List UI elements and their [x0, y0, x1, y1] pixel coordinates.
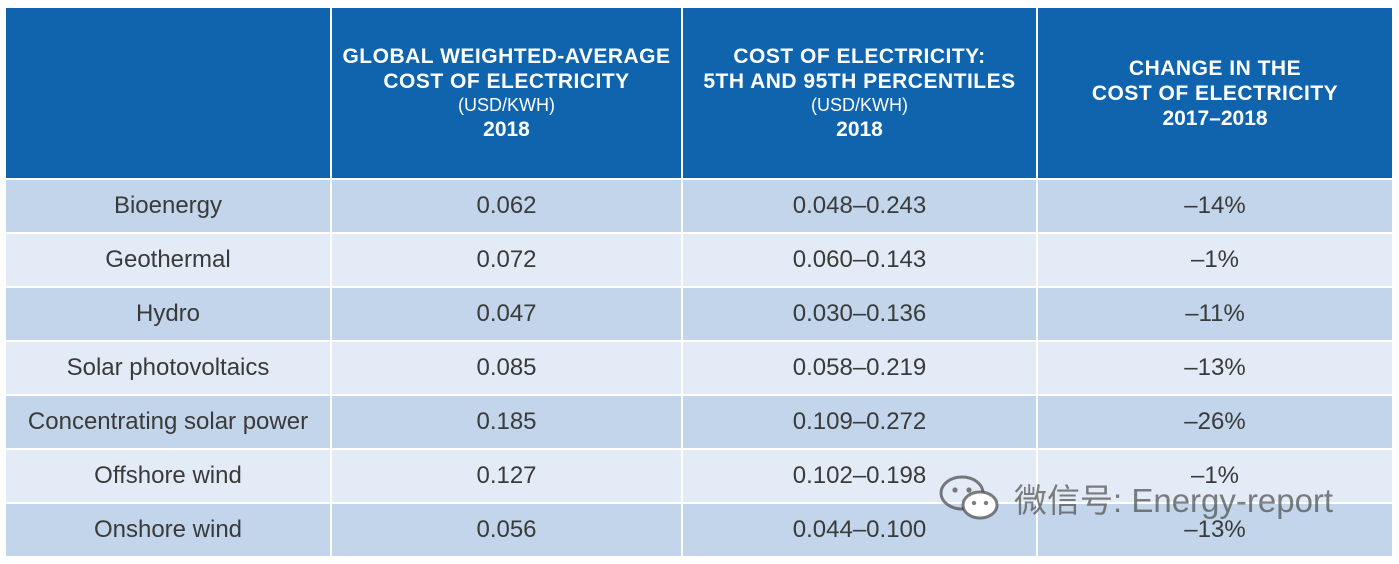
header-line: COST OF ELECTRICITY [383, 70, 630, 93]
header-unit: (USD/KWH) [811, 95, 908, 115]
cell-change: –13% [1038, 504, 1392, 558]
header-percentiles: COST OF ELECTRICITY: 5TH AND 95TH PERCEN… [683, 8, 1038, 180]
cell-technology: Onshore wind [6, 504, 332, 558]
watermark-text: 微信号: Energy-report [1014, 482, 1334, 519]
header-line: 5TH AND 95TH PERCENTILES [703, 70, 1016, 93]
header-line: COST OF ELECTRICITY: [733, 45, 986, 68]
cell-technology: Hydro [6, 288, 332, 342]
cell-change: –26% [1038, 396, 1392, 450]
cell-technology: Geothermal [6, 234, 332, 288]
cell-change: –13% [1038, 342, 1392, 396]
header-line: COST OF ELECTRICITY [1091, 81, 1339, 105]
header-empty [6, 8, 332, 180]
cell-percentile-range: 0.109–0.272 [683, 396, 1038, 450]
header-line: CHANGE IN THE [1128, 56, 1302, 80]
cell-weighted-average: 0.185 [332, 396, 683, 450]
header-unit: (USD/KWH) [458, 95, 555, 115]
cell-percentile-range: 0.058–0.219 [683, 342, 1038, 396]
cell-weighted-average: 0.085 [332, 342, 683, 396]
header-weighted-average: GLOBAL WEIGHTED-AVERAGE COST OF ELECTRIC… [332, 8, 683, 180]
cell-technology: Concentrating solar power [6, 396, 332, 450]
cell-technology: Bioenergy [6, 180, 332, 234]
cell-change: –1% [1038, 450, 1392, 504]
cell-weighted-average: 0.056 [332, 504, 683, 558]
cell-weighted-average: 0.072 [332, 234, 683, 288]
cell-change: –11% [1038, 288, 1392, 342]
cell-weighted-average: 0.047 [332, 288, 683, 342]
cell-change: –14% [1038, 180, 1392, 234]
header-year: 2017–2018 [1162, 106, 1268, 130]
cell-weighted-average: 0.127 [332, 450, 683, 504]
cell-technology: Offshore wind [6, 450, 332, 504]
cell-weighted-average: 0.062 [332, 180, 683, 234]
header-line: GLOBAL WEIGHTED-AVERAGE [342, 45, 671, 68]
header-year: 2018 [483, 118, 530, 141]
cell-percentile-range: 0.030–0.136 [683, 288, 1038, 342]
header-change: CHANGE IN THE COST OF ELECTRICITY 2017–2… [1038, 8, 1392, 180]
cell-change: –1% [1038, 234, 1392, 288]
wechat-icon [939, 475, 999, 520]
header-year: 2018 [836, 118, 883, 141]
cell-percentile-range: 0.048–0.243 [683, 180, 1038, 234]
cell-percentile-range: 0.060–0.143 [683, 234, 1038, 288]
cell-technology: Solar photovoltaics [6, 342, 332, 396]
watermark: 微信号: Energy-report [938, 470, 1333, 526]
cost-table: GLOBAL WEIGHTED-AVERAGE COST OF ELECTRIC… [6, 8, 1392, 558]
